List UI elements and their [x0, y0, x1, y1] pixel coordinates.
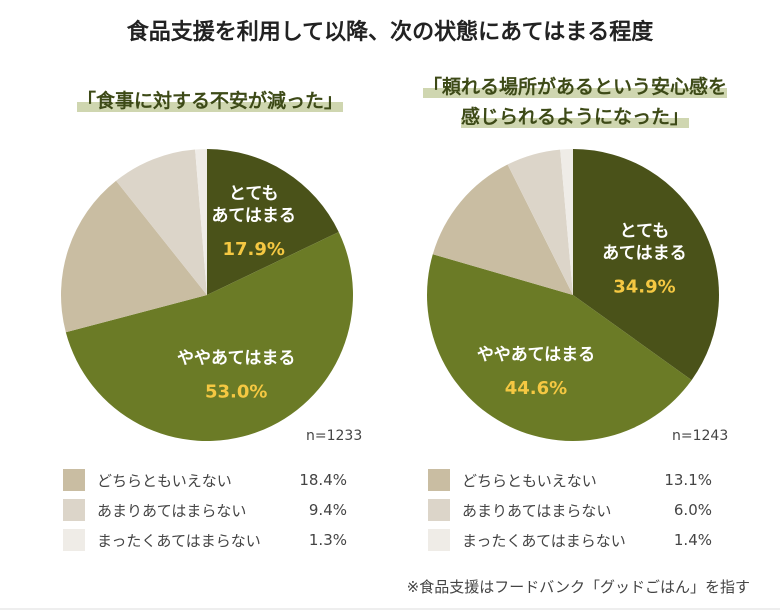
legend-swatch [428, 529, 450, 551]
pie-1-slice-label: ややあてはまる [177, 348, 295, 368]
legend-label: どちらともいえない [97, 471, 232, 490]
pie-2-value-label: 44.6% [505, 378, 567, 399]
legend-swatch [63, 499, 85, 521]
legend-item: あまりあてはまらない 9.4% [63, 495, 347, 525]
chart-2-title-line-2: 感じられるようになった」 [460, 106, 689, 128]
chart-2-title: 「頼れる場所があるという安心感を 感じられるようになった」 [390, 72, 760, 132]
pie-1-slice-1 [207, 149, 339, 295]
pie-1-slice-2 [65, 232, 354, 442]
legend-value: 1.4% [673, 531, 712, 549]
legend-swatch [63, 529, 85, 551]
pie-1-value-label: 53.0% [205, 381, 267, 402]
pie-2-slice-1 [573, 149, 719, 381]
chart-1-n: n=1233 [306, 428, 363, 444]
pie-1-slice-3 [60, 180, 208, 333]
legend-value: 6.0% [673, 501, 712, 519]
pie-1-slice-label: あてはまる [212, 206, 296, 226]
chart-2-title-line-1: 「頼れる場所があるという安心感を [422, 76, 727, 98]
chart-1-title: 「食事に対する不安が減った」 [40, 86, 380, 116]
pie-2-slice-label: あてはまる [602, 243, 686, 263]
legend-item: あまりあてはまらない 6.0% [428, 495, 712, 525]
pie-1-value-label: 17.9% [222, 239, 284, 260]
chart-1-title-line: 「食事に対する不安が減った」 [76, 90, 343, 112]
chart-2-legend: どちらともいえない 13.1% あまりあてはまらない 6.0% まったくあてはまらない 1… [428, 465, 712, 555]
legend-label: あまりあてはまらない [462, 501, 612, 520]
legend-value: 18.4% [299, 471, 347, 489]
pie-2-slice-4 [507, 149, 573, 295]
chart-1-legend: どちらともいえない 18.4% あまりあてはまらない 9.4% まったくあてはまらない 1… [63, 465, 347, 555]
pie-2-slice-2 [427, 254, 692, 441]
divider [0, 608, 780, 610]
legend-swatch [428, 499, 450, 521]
legend-value: 9.4% [308, 501, 347, 519]
legend-label: どちらともいえない [462, 471, 597, 490]
legend-item: どちらともいえない 13.1% [428, 465, 712, 495]
pie-1-slice-label: とても [229, 184, 279, 204]
legend-value: 1.3% [308, 531, 347, 549]
legend-swatch [428, 469, 450, 491]
pie-2-slice-label: とても [620, 221, 670, 241]
pie-1-slice-5 [195, 149, 207, 295]
chart-2-n: n=1243 [672, 428, 729, 444]
legend-label: あまりあてはまらない [97, 501, 247, 520]
pie-2-slice-5 [560, 149, 573, 295]
page-title: 食品支援を利用して以降、次の状態にあてはまる程度 [126, 20, 654, 45]
pie-2-slice-label: ややあてはまる [477, 345, 595, 365]
legend-label: まったくあてはまらない [462, 531, 626, 550]
pie-2-slice-3 [432, 164, 573, 295]
legend-swatch [63, 469, 85, 491]
legend-item: まったくあてはまらない 1.3% [63, 525, 347, 555]
legend-item: まったくあてはまらない 1.4% [428, 525, 712, 555]
pie-2-value-label: 34.9% [613, 276, 675, 297]
pie-1-slice-4 [116, 149, 207, 295]
legend-value: 13.1% [664, 471, 712, 489]
footnote: ※食品支援はフードバンク「グッドごはん」を指す [406, 578, 750, 596]
legend-item: どちらともいえない 18.4% [63, 465, 347, 495]
legend-label: まったくあてはまらない [97, 531, 261, 550]
